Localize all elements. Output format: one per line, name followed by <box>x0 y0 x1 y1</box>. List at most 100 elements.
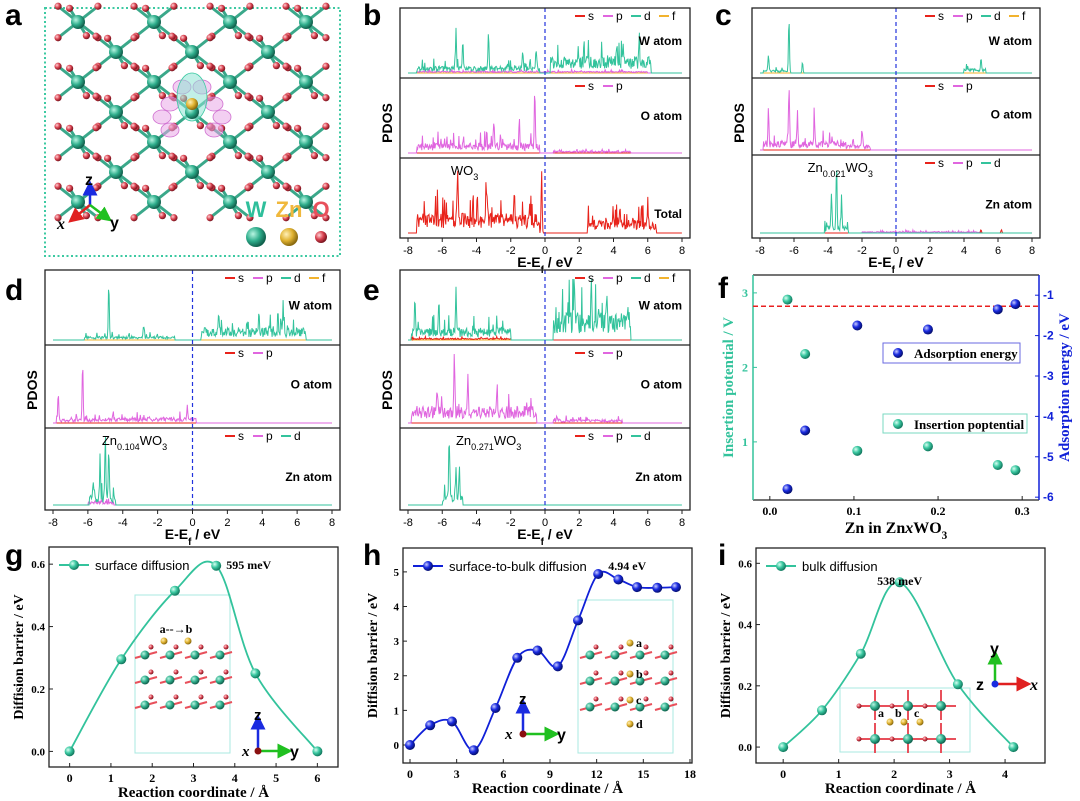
legend-marker <box>893 348 903 358</box>
legend-label-f: f <box>1022 9 1026 23</box>
x-tick-label: 15 <box>637 767 649 781</box>
data-point-adsorption-energy <box>992 304 1003 315</box>
compound-label: WO3 <box>451 163 478 182</box>
legend-box <box>882 342 1021 364</box>
z-axis-label: z <box>85 172 93 189</box>
data-point <box>613 574 624 585</box>
legend-adsorption-energy: Adsorption energy <box>882 342 1021 364</box>
legend-label-p: p <box>266 346 273 360</box>
oxygen-atom <box>170 2 178 10</box>
oxygen-atom <box>82 32 90 40</box>
label-text: WO <box>913 520 941 537</box>
x-tick-label: 0 <box>893 245 899 257</box>
oxygen-atom <box>643 696 649 702</box>
data-point-insertion-potential <box>992 459 1003 470</box>
pdos-subpanel-w-atom: W atom s p d f <box>53 271 332 341</box>
x-tick-label: 2 <box>576 517 582 529</box>
oxygen-atom <box>218 4 226 12</box>
oxygen-atom <box>142 4 150 12</box>
subscript-text: 3 <box>516 442 521 452</box>
oxygen-atom <box>223 669 229 675</box>
z-axis-label: z <box>254 707 262 724</box>
oxygen-atom <box>142 184 150 192</box>
legend-label-p: p <box>266 271 273 285</box>
oxygen-atom <box>282 34 290 42</box>
y-tick-label: 5 <box>394 567 400 579</box>
oxygen-atom <box>168 32 176 40</box>
x-axis-dot <box>254 747 262 755</box>
pdos-subpanel-o-atom: O atom s p <box>400 344 690 424</box>
atom-label: Total <box>654 207 682 221</box>
oxygen-atom <box>92 152 100 160</box>
data-point <box>468 745 479 756</box>
subscript-text: 3 <box>162 442 167 452</box>
compound-label: Zn0.271WO3 <box>456 433 521 452</box>
tungsten-atom <box>147 135 161 149</box>
dos-curve-p <box>408 95 682 154</box>
zinc-atom-site <box>626 670 634 678</box>
panel-a-structure: z x y W Zn O <box>44 2 341 257</box>
zinc-atom-site <box>626 639 634 647</box>
oxygen-atom <box>66 64 74 72</box>
data-point <box>532 645 543 656</box>
y-tick-label: 0.0 <box>31 746 45 758</box>
oxygen-atom <box>130 122 138 130</box>
tungsten-atom <box>71 195 85 209</box>
atom-label: W atom <box>639 299 682 313</box>
right-y-tick-label: -3 <box>1043 369 1054 383</box>
y-axis-label: PDOS <box>731 103 747 143</box>
oxygen-atom <box>618 644 624 650</box>
x-axis-dot <box>519 730 527 738</box>
legend-insertion-potential: Insertion poptential <box>882 413 1028 434</box>
oxygen-atom <box>104 94 112 102</box>
legend-label-p: p <box>616 429 623 443</box>
tungsten-atom <box>299 75 313 89</box>
legend-label-p: p <box>966 156 973 170</box>
y-axis-label: y <box>290 744 299 761</box>
x-tick-label: 2 <box>149 771 155 785</box>
legend-label: Insertion poptential <box>914 417 1025 432</box>
label-text: E-E <box>517 254 540 270</box>
x-tick-label: 6 <box>314 771 320 785</box>
panel-i-diffusion-chart: a b c y z x 0 1 2 3 4 0.0 0.2 0.4 0.6 Reaction coordina… <box>719 547 1046 797</box>
legend-label-f: f <box>672 271 676 285</box>
y-tick-label: 4 <box>394 602 400 614</box>
compound-label: Zn0.021WO3 <box>808 160 873 179</box>
oxygen-atom <box>310 32 318 40</box>
oxygen-atom <box>889 736 895 742</box>
x-tick-label: 4 <box>610 517 616 529</box>
tungsten-atom <box>165 700 175 710</box>
legend-label-f: f <box>322 271 326 285</box>
legend-label-s: s <box>588 346 594 360</box>
zinc-atom-site <box>886 718 894 726</box>
panel-letter-h: h <box>363 539 381 572</box>
x-tick-label: 4 <box>610 245 616 257</box>
oxygen-atom <box>856 703 862 709</box>
oxygen-atom <box>66 184 74 192</box>
label-text: WO <box>451 163 473 178</box>
x-tick-label: -2 <box>153 517 163 529</box>
x-tick-label: 12 <box>591 767 603 781</box>
data-point <box>447 716 457 727</box>
oxygen-atom <box>158 152 166 160</box>
y-tick-label: 0.0 <box>738 742 752 754</box>
x-axis-label: Reaction coordinate / Å <box>472 781 623 797</box>
data-point <box>1008 742 1019 753</box>
x-tick-label: -2 <box>506 245 516 257</box>
x-tick-label: 1 <box>836 767 842 781</box>
oxygen-atom <box>206 182 214 190</box>
oxygen-atom <box>82 92 90 100</box>
legend: bulk diffusion <box>766 559 878 574</box>
oxygen-atom <box>244 92 252 100</box>
x-tick-label: -6 <box>789 245 799 257</box>
structure-inset: a b c y z x <box>839 641 1038 753</box>
data-point-insertion-potential <box>782 294 793 305</box>
subscript-text: 0.271 <box>471 442 494 452</box>
atom-label: O atom <box>641 109 682 123</box>
oxygen-atom <box>92 124 100 132</box>
oxygen-atom <box>272 62 280 70</box>
oxygen-atom <box>218 184 226 192</box>
right-y-tick-label: -5 <box>1043 450 1054 464</box>
tungsten-atom <box>223 75 237 89</box>
legend-label-s: s <box>938 156 944 170</box>
